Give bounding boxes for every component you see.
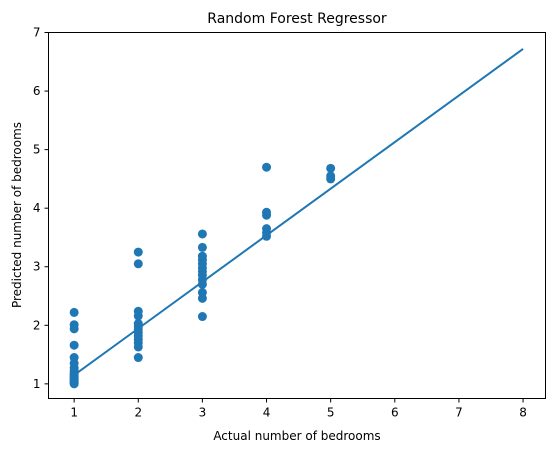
plot-frame (48, 32, 546, 399)
y-axis-label: Predicted number of bedrooms (10, 122, 24, 308)
scatter-point (326, 171, 336, 181)
scatter-point (326, 163, 336, 173)
y-tick-label: 4 (33, 201, 41, 215)
scatter-point (197, 242, 207, 252)
chart-title: Random Forest Regressor (207, 11, 387, 27)
regression-line-layer (73, 48, 524, 376)
y-tick-label: 1 (33, 377, 41, 391)
y-tick-label: 7 (33, 26, 41, 40)
x-tick-label: 7 (455, 406, 463, 420)
x-axis-ticks: 1 2 3 4 5 6 7 8 (70, 398, 527, 420)
scatter-point (69, 353, 79, 363)
scatter-point (197, 251, 207, 261)
scatter-point (133, 259, 143, 269)
x-tick-label: 4 (263, 406, 271, 420)
scatter-point (197, 312, 207, 322)
scatter-point (69, 320, 79, 330)
y-tick-label: 2 (33, 318, 41, 332)
y-tick-label: 6 (33, 84, 41, 98)
y-tick-label: 3 (33, 260, 41, 274)
regression-line (73, 48, 524, 376)
scatter-point (69, 340, 79, 350)
y-tick-label: 5 (33, 143, 41, 157)
y-axis-ticks: 1 2 3 4 5 6 7 (33, 26, 49, 391)
scatter-point (197, 288, 207, 298)
scatter-point (262, 207, 272, 217)
x-tick-label: 5 (327, 406, 335, 420)
x-tick-label: 8 (519, 406, 527, 420)
x-tick-label: 6 (391, 406, 399, 420)
x-tick-label: 3 (199, 406, 207, 420)
scatter-point (197, 229, 207, 239)
x-axis-label: Actual number of bedrooms (213, 429, 380, 443)
scatter-point (133, 247, 143, 257)
x-tick-label: 2 (134, 406, 142, 420)
scatter-point (133, 319, 143, 329)
scatter-point (262, 224, 272, 234)
x-tick-label: 1 (70, 406, 78, 420)
scatter-point (133, 353, 143, 363)
scatter-point (133, 306, 143, 316)
scatter-point (262, 162, 272, 172)
scatter-point (69, 307, 79, 317)
scatter-points-layer (69, 162, 336, 389)
